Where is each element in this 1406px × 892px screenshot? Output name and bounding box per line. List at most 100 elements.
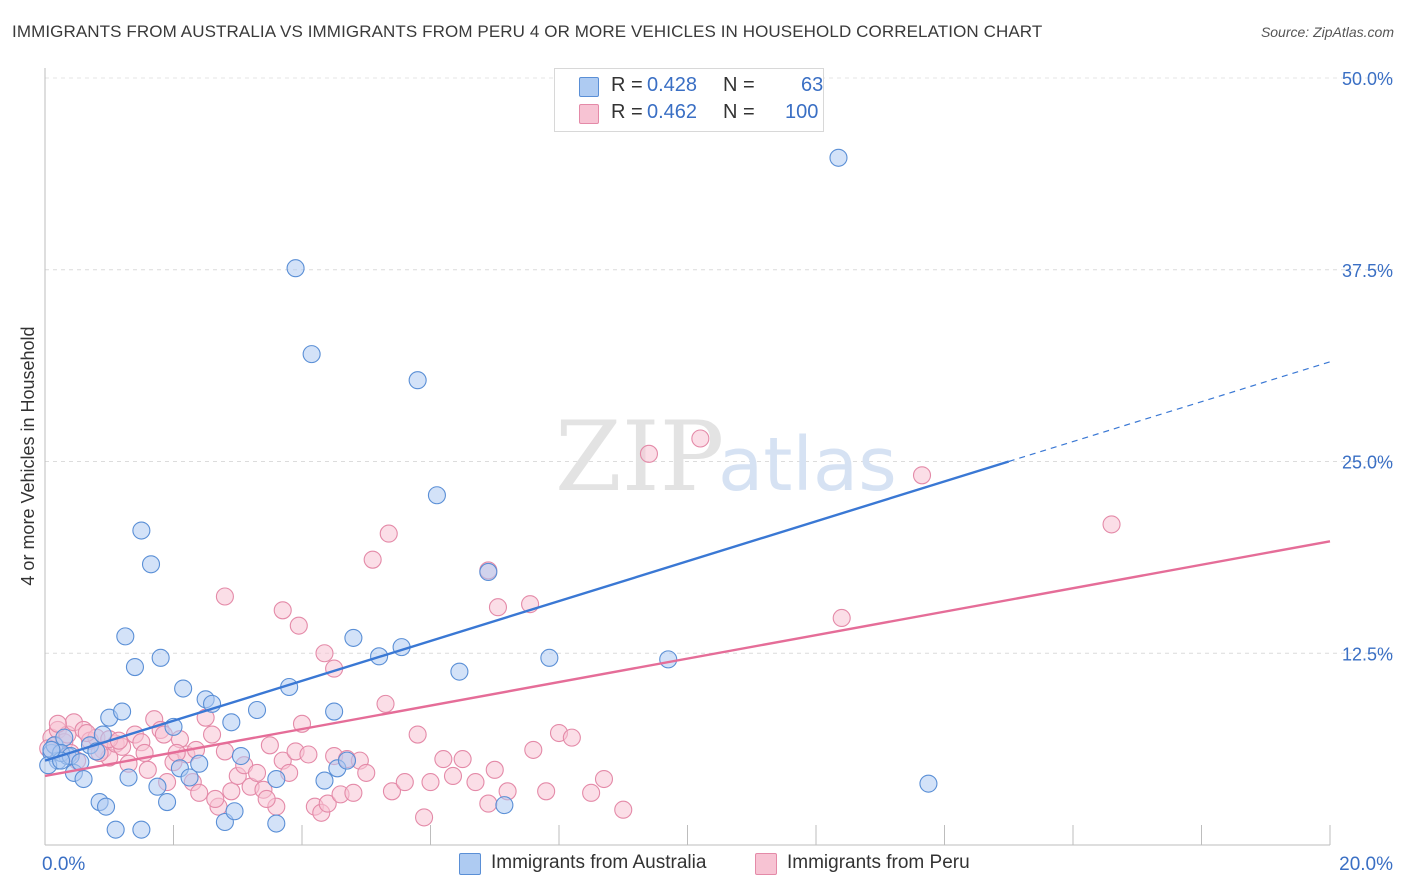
peru-point — [363, 550, 382, 569]
peru-point — [215, 742, 234, 761]
peru-point — [488, 598, 508, 617]
chart-title: IMMIGRANTS FROM AUSTRALIA VS IMMIGRANTS … — [12, 22, 1043, 41]
australia-point — [344, 628, 363, 647]
peru-point — [318, 794, 337, 813]
australia-trendline — [44, 460, 1010, 762]
peru-point — [395, 773, 414, 792]
australia-point — [158, 792, 177, 812]
peru-legend-swatch — [755, 853, 777, 875]
peru-point — [315, 644, 334, 663]
australia-point — [106, 820, 125, 839]
australia-point — [141, 555, 161, 574]
y-tick-label: 50.0% — [1342, 69, 1393, 89]
australia-point — [151, 648, 170, 667]
australia-point — [74, 769, 93, 789]
australia-point — [267, 814, 286, 833]
trend-layer — [44, 361, 1331, 778]
peru-point — [257, 789, 276, 809]
peru-point — [537, 782, 556, 801]
r-label: R = — [611, 74, 643, 96]
peru-point — [434, 750, 453, 769]
australia-point — [479, 562, 498, 581]
australia-point — [116, 627, 135, 646]
n-label: N = — [723, 101, 755, 123]
australia-point — [190, 754, 209, 773]
peru-trendline — [44, 540, 1331, 778]
peru-point — [421, 773, 440, 792]
peru-point — [614, 800, 633, 819]
australia-trendline-projection — [1008, 361, 1331, 463]
australia-point — [495, 796, 514, 815]
australia-point — [325, 702, 344, 721]
australia-point — [286, 259, 305, 278]
peru-point — [582, 783, 601, 802]
source-label: Source: ZipAtlas.com — [1260, 24, 1394, 40]
peru-point — [376, 694, 395, 713]
australia-point — [427, 486, 446, 505]
australia-point — [408, 371, 427, 390]
peru-point — [382, 782, 402, 801]
australia-r-value: 0.428 — [647, 74, 698, 96]
peru-point — [344, 783, 363, 802]
peru-point — [1102, 515, 1121, 534]
peru-point — [203, 725, 222, 744]
peru-point — [524, 740, 543, 759]
peru-point — [691, 429, 710, 448]
peru-point — [408, 725, 427, 744]
australia-point — [225, 802, 244, 821]
australia-point — [302, 345, 321, 364]
australia-point — [96, 797, 116, 816]
australia-point — [919, 774, 938, 793]
australia-point — [148, 777, 167, 796]
peru-point — [485, 760, 504, 779]
peru-point — [832, 608, 851, 628]
peru-point — [415, 808, 434, 827]
y-axis-label: 4 or more Vehicles in Household — [18, 326, 38, 585]
australia-point — [450, 662, 469, 681]
australia-point — [174, 679, 193, 698]
n-label: N = — [723, 74, 755, 96]
australia-point — [267, 769, 286, 789]
australia-point — [180, 768, 199, 787]
peru-point — [215, 587, 234, 606]
points-layer — [39, 148, 1121, 839]
axis-layer: 12.5% 25.0% 37.5% 50.0% 0.0% 20.0% — [42, 68, 1393, 875]
x-tick-label-min: 0.0% — [42, 854, 85, 875]
peru-point — [138, 760, 157, 779]
watermark-zip: ZIP — [555, 401, 724, 513]
peru-point — [466, 773, 485, 792]
australia-point — [55, 728, 74, 747]
y-tick-label: 37.5% — [1342, 261, 1393, 281]
y-tick-label: 25.0% — [1342, 453, 1393, 473]
australia-point — [540, 648, 559, 667]
australia-point — [337, 751, 357, 770]
peru-point — [247, 763, 267, 782]
australia-point — [829, 148, 848, 167]
australia-swatch — [579, 77, 599, 97]
australia-point — [247, 700, 267, 720]
x-tick-label-max: 20.0% — [1339, 854, 1393, 875]
watermark-atlas: atlas — [718, 422, 897, 508]
australia-point — [119, 768, 138, 787]
australia-point — [113, 702, 132, 721]
peru-legend-label: Immigrants from Peru — [787, 852, 970, 873]
peru-point — [357, 763, 376, 782]
australia-point — [659, 650, 678, 669]
australia-point — [132, 521, 151, 540]
watermark: ZIP atlas — [555, 401, 897, 513]
peru-point — [479, 794, 498, 813]
australia-point — [231, 746, 251, 766]
peru-point — [379, 524, 398, 543]
peru-swatch — [579, 104, 599, 124]
peru-point — [289, 616, 308, 635]
australia-legend-label: Immigrants from Australia — [491, 852, 707, 873]
peru-r-value: 0.462 — [647, 101, 698, 123]
australia-point — [125, 658, 144, 677]
peru-point — [594, 769, 614, 789]
peru-point — [562, 728, 581, 747]
australia-point — [222, 713, 241, 732]
peru-point — [190, 783, 209, 802]
australia-point — [315, 771, 334, 790]
peru-point — [639, 444, 659, 463]
